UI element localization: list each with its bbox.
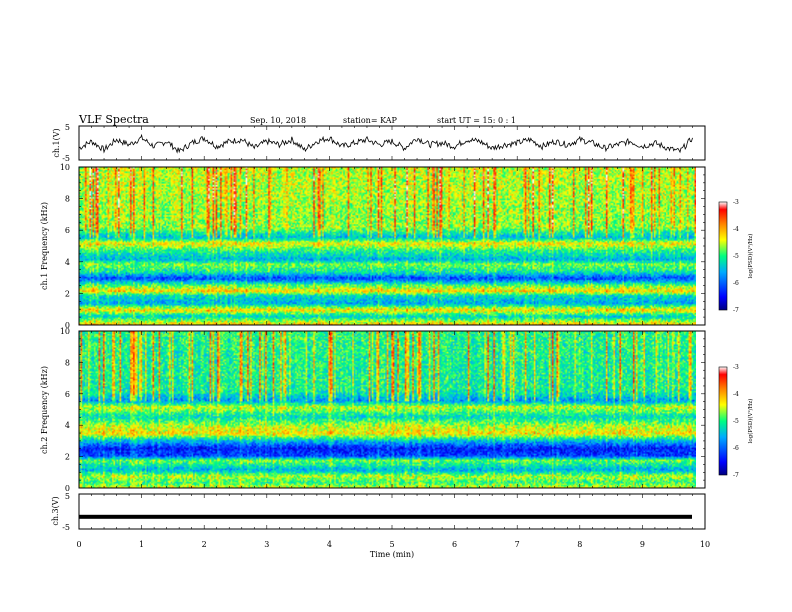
ch1-colorbar-tick-m4: -4 (733, 226, 739, 233)
ch2-colorbar-tick-m3: -3 (733, 364, 739, 371)
ch2-spectrogram-panel: 0 2 4 6 8 10 ch.2 Frequency (kHz) -3 -4 -5 -6… (40, 327, 754, 493)
ch1-spectrogram-image (79, 167, 696, 325)
figure-title: VLF Spectra (78, 113, 149, 126)
y-tick-label: 0 (65, 321, 70, 330)
x-tick-label: 10 (700, 540, 710, 549)
y-tick-label: 10 (60, 327, 70, 336)
spec1-raster (79, 167, 696, 325)
x-tick-label: 9 (640, 540, 645, 549)
ch1-colorbar-tick-m3: -3 (733, 199, 739, 206)
ch2-colorbar-label: log(PSD)(V²/Hz) (747, 399, 754, 444)
ch2-spectrogram-image (79, 331, 696, 488)
y-tick-label: 4 (65, 258, 70, 267)
y-tick-label: 6 (65, 390, 70, 399)
ch1-waveform-line (78, 133, 693, 154)
ch1-colorbar-tick-m6: -6 (733, 280, 739, 287)
ch3-waveform-ticks (78, 494, 706, 529)
ch1-colorbar-label: log(PSD)(V²/Hz) (747, 234, 754, 279)
ch2-colorbar: -3 -4 -5 -6 -7 log(PSD)(V²/Hz) (718, 364, 754, 479)
ch1-colorbar-tick-m7: -7 (733, 307, 739, 314)
ch2-colorbar-gradient (718, 366, 728, 476)
ch1-spectrogram-ticks: 0 2 4 6 8 10 (60, 163, 706, 330)
x-tick-label: 4 (327, 540, 332, 549)
ch1-colorbar: -3 -4 -5 -6 -7 log(PSD)(V²/Hz) (718, 199, 754, 314)
date-label: Sep. 10, 2018 (250, 116, 306, 125)
ch3-ytick-top: 5 (65, 492, 70, 501)
x-tick-label: 0 (76, 540, 81, 549)
ch2-spectrogram-channel-label: ch.2 Frequency (kHz) (40, 366, 49, 454)
station-label: station= KAP (343, 116, 398, 125)
ch3-waveform-frame (78, 493, 706, 530)
ch2-colorbar-tick-m7: -7 (733, 472, 739, 479)
ch3-waveform-panel: ch.3(V) 5 -5 0 1 2 3 4 5 6 7 8 9 10 Time (min) (51, 492, 710, 559)
ch1-waveform-ylabel: ch.1(V) (52, 128, 61, 157)
x-tick-label: 8 (577, 540, 582, 549)
ch3-ytick-bottom: -5 (62, 523, 70, 532)
y-tick-label: 8 (65, 195, 70, 204)
ch1-waveform-ticks (78, 126, 706, 160)
ch1-colorbar-tick-m5: -5 (733, 253, 739, 260)
y-tick-label: 2 (65, 453, 70, 462)
x-tick-label: 3 (264, 540, 269, 549)
ch1-ytick-bottom: -5 (62, 154, 70, 163)
ch3-waveform-line (79, 514, 692, 519)
y-tick-label: 4 (65, 421, 70, 430)
ch3-waveform-ylabel: ch.3(V) (51, 496, 60, 525)
x-tick-label: 6 (452, 540, 457, 549)
ch1-colorbar-gradient (718, 201, 728, 311)
y-tick-label: 6 (65, 226, 70, 235)
ch2-colorbar-tick-m6: -6 (733, 445, 739, 452)
y-tick-label: 0 (65, 484, 70, 493)
y-tick-label: 2 (65, 289, 70, 298)
ch2-colorbar-tick-m4: -4 (733, 391, 739, 398)
ch1-ytick-top: 5 (65, 123, 70, 132)
ch2-spectrogram-ticks: 0 2 4 6 8 10 (60, 327, 706, 493)
start-time-label: start UT = 15: 0 : 1 (437, 116, 516, 125)
time-axis-tick-labels: 0 1 2 3 4 5 6 7 8 9 10 (76, 540, 710, 549)
time-axis-label: Time (min) (370, 550, 414, 559)
ch1-waveform-frame (78, 125, 706, 161)
ch1-waveform-panel: ch.1(V) 5 -5 (52, 123, 706, 163)
spec2-raster (79, 331, 696, 488)
x-tick-label: 1 (139, 540, 144, 549)
ch1-spectrogram-channel-label: ch.1 Frequency (kHz) (40, 202, 49, 290)
x-tick-label: 7 (515, 540, 520, 549)
x-tick-label: 5 (389, 540, 394, 549)
x-tick-label: 2 (202, 540, 207, 549)
y-tick-label: 10 (60, 163, 70, 172)
ch1-spectrogram-panel: 0 2 4 6 8 10 ch.1 Frequency (kHz) -3 -4 -5 -6… (40, 163, 754, 330)
ch2-colorbar-tick-m5: -5 (733, 418, 739, 425)
y-tick-label: 8 (65, 358, 70, 367)
